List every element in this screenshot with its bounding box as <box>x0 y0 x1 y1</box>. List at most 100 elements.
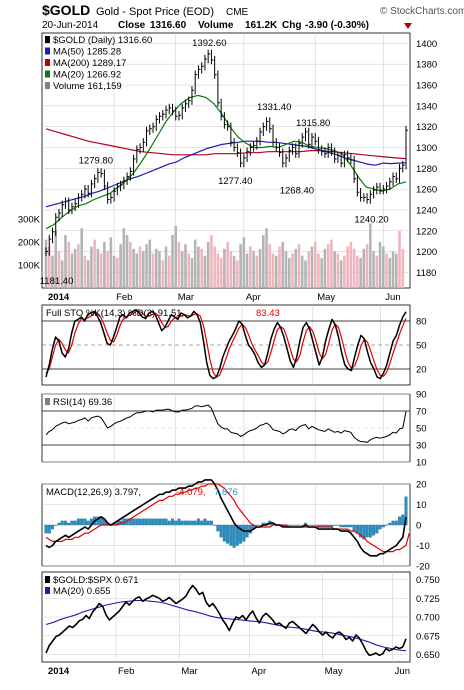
x-tick-label: Jun <box>385 292 400 303</box>
macd-hist-bar <box>242 524 246 542</box>
rsi-panel: 10 30 50 70 90 RSI(14) 69.36 <box>41 390 427 469</box>
rsi-title: RSI(14) 69.36 <box>53 397 112 408</box>
sto-d-value: 83.43 <box>256 308 280 319</box>
volume-bar <box>352 248 356 288</box>
y-tick-label: 1220 <box>416 226 437 237</box>
price-annotation: 1277.40 <box>218 176 252 187</box>
volume-bar <box>375 255 379 288</box>
macd-hist-bar <box>170 518 175 526</box>
y-tick-label: -10 <box>416 541 430 552</box>
volume-bar <box>294 248 298 288</box>
macd-hist-bar <box>190 520 194 526</box>
volume-bar <box>313 241 317 288</box>
macd-hist-bar <box>310 524 314 526</box>
y-tick-label: 70 <box>416 407 427 418</box>
volume-bar <box>142 251 145 288</box>
y-tick-label: 0 <box>416 521 421 532</box>
macd-hist-bar <box>203 518 207 526</box>
volume-bar <box>365 244 369 288</box>
volume-bar <box>239 244 242 288</box>
macd-hist-bar <box>138 518 142 526</box>
macd-hist-bar <box>404 496 408 526</box>
volume-bar <box>80 228 83 288</box>
macd-hist-value: 7.876 <box>214 487 238 498</box>
ma20-line <box>45 94 407 230</box>
ratio-ma20-line <box>45 599 407 652</box>
symbol-name: Gold - Spot Price (EOD) <box>96 6 214 18</box>
volume-bar <box>177 241 181 288</box>
volume-bar <box>268 244 272 288</box>
y-tick-label: 0.750 <box>416 575 440 586</box>
volume-bar <box>67 241 70 288</box>
volume-bar <box>385 253 388 288</box>
stochastic-panel: 20 50 80 Full STO %K(14,3) %D(3) 91.51, 83.4… <box>41 304 427 386</box>
volume-bar <box>77 244 80 288</box>
macd-hist-bar <box>206 520 210 526</box>
x-tick-label: Mar <box>181 666 197 677</box>
x-tick-label: May <box>325 666 343 677</box>
macd-hist-bar <box>258 524 262 526</box>
macd-hist-bar <box>290 524 295 526</box>
macd-hist-bar <box>73 520 77 526</box>
macd-hist-bar <box>255 524 259 526</box>
volume-bar <box>258 248 262 288</box>
macd-hist-bar <box>352 524 356 532</box>
macd-hist-bar <box>200 520 204 526</box>
legend-swatch <box>45 47 50 55</box>
macd-hist-bar <box>132 518 136 526</box>
volume-bar <box>145 244 148 288</box>
x-tick-label: 2014 <box>48 292 70 303</box>
volume-tick-label: 200K <box>18 237 41 248</box>
volume-bar <box>109 237 113 288</box>
y-tick-label: 90 <box>416 390 427 401</box>
macd-hist-bar <box>372 524 376 536</box>
ma200-line <box>45 128 407 160</box>
y-tick-label: 0.725 <box>416 594 440 605</box>
macd-hist-bar <box>187 520 191 526</box>
macd-hist-bar <box>70 520 74 526</box>
price-annotation: 1240.20 <box>354 215 388 226</box>
rsi-line <box>45 404 407 443</box>
volume-bar <box>164 246 168 288</box>
volume-bar <box>343 255 346 288</box>
macd-hist-bar <box>177 518 181 526</box>
legend-entry: MA(50) 1285.28 <box>53 47 121 58</box>
macd-hist-bar <box>339 524 343 528</box>
volume-bar <box>359 258 362 288</box>
macd-hist-bar <box>381 524 385 528</box>
volume-bar <box>151 253 155 288</box>
volume-tick-label: 300K <box>18 214 41 225</box>
volume-bar <box>372 251 375 288</box>
y-tick-label: 1200 <box>416 247 437 258</box>
macd-hist-bar <box>67 522 71 526</box>
volume-bar <box>64 235 67 288</box>
y-tick-label: 0.700 <box>416 613 440 624</box>
y-tick-label: 1260 <box>416 185 437 196</box>
chg-label: Chg <box>282 20 301 31</box>
macd-hist-bar <box>54 524 58 526</box>
macd-hist-bar <box>148 518 152 526</box>
volume-bar <box>394 253 398 288</box>
volume-bar <box>300 255 304 288</box>
y-tick-label: 50 <box>416 424 427 435</box>
volume-bar <box>274 255 278 288</box>
macd-hist-bar <box>174 520 178 526</box>
macd-hist-bar <box>209 520 213 526</box>
volume-bar <box>255 255 259 288</box>
volume-bar <box>310 246 314 288</box>
volume-bar <box>252 251 255 288</box>
volume-bar <box>213 246 216 288</box>
sto-title: Full STO %K(14,3) %D(3) 91.51, <box>46 308 184 319</box>
macd-hist-bar <box>300 524 304 526</box>
volume-bar <box>44 239 48 288</box>
x-tick-label: 2014 <box>48 666 70 677</box>
volume-bar <box>135 253 139 288</box>
date-label: 20-Jun-2014 <box>42 20 99 31</box>
volume-bar <box>197 246 200 288</box>
volume-bar <box>245 253 249 288</box>
volume-bar <box>184 244 187 288</box>
down-arrow-icon <box>404 23 412 29</box>
volume-bar <box>154 248 158 288</box>
volume-bar <box>60 260 64 288</box>
macd-hist-bar <box>375 524 379 534</box>
